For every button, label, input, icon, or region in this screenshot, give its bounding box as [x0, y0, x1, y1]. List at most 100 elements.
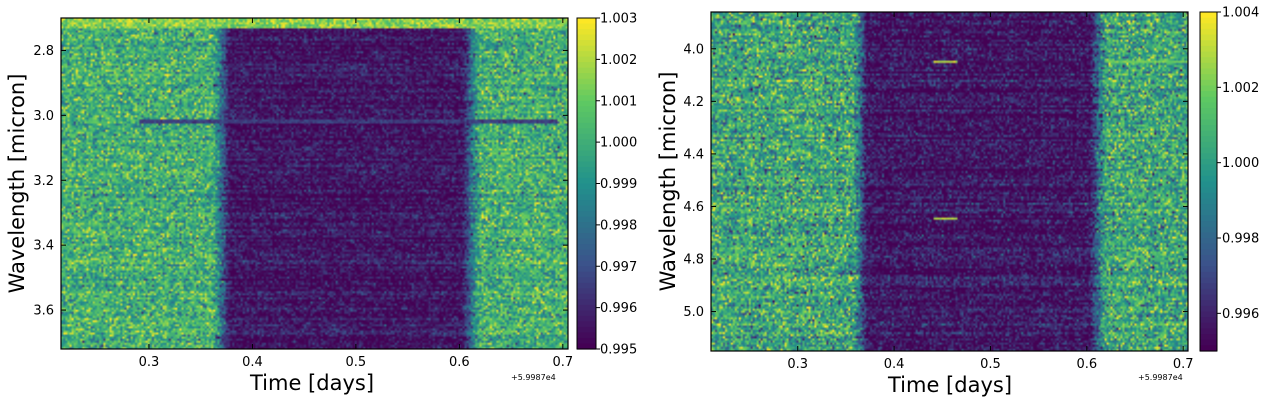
colorbar-segment [577, 128, 596, 135]
colorbar-segment [1200, 294, 1217, 301]
colorbar-segment [577, 293, 596, 300]
colorbar-tick-label: 1.000 [1222, 156, 1259, 171]
colorbar-segment [577, 326, 596, 334]
y-tick-label: 4.8 [683, 253, 704, 268]
colorbar-segment [1200, 300, 1217, 307]
heatmap-panel-1: 0.3 0.4 0.5 0.6 0.7 2.8 3.0 3.2 3.4 3.6 Time [days… [5, 12, 637, 396]
colorbar-segment [577, 266, 596, 273]
colorbar-segment [1200, 136, 1217, 143]
y-tick-label: 2.8 [33, 44, 54, 59]
colorbar-segment [1200, 345, 1217, 352]
colorbar-segment [1200, 249, 1217, 256]
plot-frame [60, 17, 569, 350]
colorbar-segment [1200, 266, 1217, 273]
x-offset-label: +5.9987e4 [511, 373, 556, 382]
colorbar-segment [1200, 108, 1217, 115]
colorbar-segment [1200, 17, 1217, 24]
colorbar-tick-label: 0.998 [1222, 232, 1259, 247]
colorbar-segment [1200, 34, 1217, 41]
colorbar-segment [577, 321, 596, 328]
colorbar-segment [577, 73, 596, 80]
colorbar-segment [1200, 68, 1217, 75]
colorbar-segment [577, 18, 596, 25]
colorbar-segment [1200, 328, 1217, 335]
colorbar-segment [577, 211, 596, 218]
colorbar-segment [577, 45, 596, 52]
colorbar-segment [577, 133, 596, 140]
colorbar-segment [577, 34, 596, 41]
colorbar-segment [577, 122, 596, 129]
heatmap-panel-2: 0.3 0.4 0.5 0.6 0.7 4.0 4.2 4.4 4.6 4.8 5.0 Time [d… [656, 6, 1259, 398]
x-tick-label: 0.4 [884, 357, 905, 372]
x-tick-label: 0.4 [242, 355, 263, 370]
x-tick-label: 0.7 [1173, 357, 1194, 372]
colorbar-segment [577, 95, 596, 102]
x-tick-label: 0.6 [1076, 357, 1097, 372]
colorbar-segment [577, 299, 596, 306]
plot-frame [710, 11, 1189, 352]
colorbar-segment [577, 183, 596, 190]
colorbar-segment [1200, 119, 1217, 126]
y-tick-label: 4.2 [683, 95, 704, 110]
colorbar-segment [1200, 12, 1217, 19]
colorbar-segment [577, 205, 596, 212]
colorbar-segment [1200, 221, 1217, 228]
colorbar-segment [1200, 170, 1217, 177]
y-tick-label: 4.4 [683, 147, 704, 162]
colorbar-tick-label: 1.003 [600, 12, 637, 27]
y-tick-label: 4.0 [683, 42, 704, 57]
colorbar-tick-label: 0.997 [600, 260, 637, 275]
colorbar-segment [577, 23, 596, 30]
colorbar-segment [1200, 28, 1217, 36]
colorbar-segment [577, 62, 596, 69]
y-axis-label: Wavelength [micron] [5, 74, 29, 294]
colorbar-segment [577, 315, 596, 323]
colorbar-segment [1200, 62, 1217, 70]
y-tick-label: 3.2 [33, 174, 54, 189]
y-tick-label: 4.6 [683, 200, 704, 215]
y-axis-label: Wavelength [micron] [656, 72, 680, 292]
colorbar-segment [577, 177, 596, 185]
colorbar-segment [577, 244, 596, 251]
colorbar-segment [1200, 215, 1217, 222]
colorbar-segment [577, 161, 596, 168]
colorbar-segment [1200, 125, 1217, 132]
colorbar-segment [577, 337, 596, 345]
colorbar-segment [1200, 334, 1217, 341]
colorbar-segment [1200, 113, 1217, 120]
colorbar-tick-label: 1.002 [1222, 81, 1259, 96]
y-tick-label: 5.0 [683, 305, 704, 320]
colorbar-segment [1200, 254, 1217, 262]
colorbar-segment [1200, 45, 1217, 53]
colorbar-segment [1200, 130, 1217, 137]
colorbar-segment [1200, 158, 1217, 166]
colorbar-segment [577, 166, 596, 174]
colorbar-tick-label: 1.002 [600, 53, 637, 68]
colorbar-segment [577, 194, 596, 201]
colorbar-segment [577, 238, 596, 245]
colorbar-segment [1200, 91, 1217, 98]
colorbar-segment [577, 233, 596, 240]
colorbar-segment [577, 29, 596, 36]
colorbar-tick-label: 1.001 [600, 94, 637, 109]
colorbar-segment [577, 40, 596, 47]
colorbar-segment [1200, 238, 1217, 245]
colorbar-segment [577, 89, 596, 96]
y-tick-label: 3.6 [33, 304, 54, 319]
colorbar-segment [577, 277, 596, 284]
colorbar-segment [577, 106, 596, 113]
y-tick-label: 3.0 [33, 109, 54, 124]
colorbar-segment [577, 343, 596, 350]
colorbar-segment [1200, 260, 1217, 267]
colorbar-segment [1200, 79, 1217, 87]
colorbar-segment [577, 150, 596, 157]
colorbar-tick-label: 0.999 [600, 177, 637, 192]
colorbar-segment [577, 271, 596, 278]
colorbar-tick-label: 0.995 [600, 343, 637, 358]
colorbar-segment [577, 200, 596, 207]
colorbar-segment [1200, 317, 1217, 324]
colorbar-tick-label: 0.996 [600, 301, 637, 316]
colorbar-segment [1200, 175, 1217, 183]
